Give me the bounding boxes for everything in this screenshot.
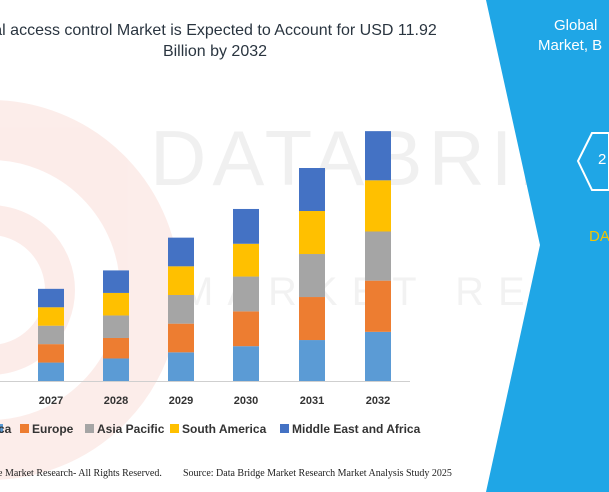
bar-2028-2 — [103, 315, 129, 338]
side-panel-line1: Global — [554, 17, 598, 34]
legend-label-0: ca — [0, 422, 12, 436]
bar-2030-3 — [233, 243, 259, 277]
x-tick-2031: 2031 — [300, 395, 324, 407]
bar-2030-0 — [233, 346, 259, 381]
bar-2031-3 — [299, 211, 325, 255]
bar-2029-0 — [168, 352, 194, 381]
legend-swatch-2 — [85, 424, 94, 433]
bar-2029-3 — [168, 266, 194, 295]
bar-2031-2 — [299, 254, 325, 298]
side-panel — [486, 0, 609, 492]
legend-swatch-4 — [280, 424, 289, 433]
x-tick-2027: 2027 — [39, 395, 63, 407]
bar-2030-2 — [233, 276, 259, 312]
x-tick-2032: 2032 — [366, 395, 390, 407]
bar-2028-1 — [103, 337, 129, 359]
bar-2032-3 — [365, 180, 391, 232]
x-tick-2028: 2028 — [104, 395, 128, 407]
legend-swatch-0 — [0, 424, 3, 433]
bar-2027-0 — [38, 362, 64, 381]
bar-2032-0 — [365, 331, 391, 381]
bar-2028-4 — [103, 270, 129, 293]
plot-area — [0, 131, 410, 382]
bar-2028-0 — [103, 358, 129, 381]
x-axis: 2027 2028 2029 2030 2031 2032 — [39, 395, 390, 407]
bar-2027-2 — [38, 325, 64, 345]
chart-title: al access control Market is Expected to … — [0, 20, 470, 62]
side-panel-brand: DA — [589, 228, 609, 245]
bar-2027-1 — [38, 344, 64, 363]
legend-label-2: Asia Pacific — [97, 422, 165, 436]
chart-title-line2: Billion by 2032 — [162, 43, 268, 60]
bar-2030-4 — [233, 208, 259, 244]
x-tick-2030: 2030 — [234, 395, 258, 407]
bar-2028-3 — [103, 292, 129, 316]
legend-label-3: South America — [182, 422, 267, 436]
badge-hexagon — [576, 132, 609, 191]
bar-2029-4 — [168, 237, 194, 267]
bar-2027-4 — [38, 288, 64, 308]
footer-source: Source: Data Bridge Market Research Mark… — [183, 468, 452, 479]
bar-2031-0 — [299, 340, 325, 381]
legend-label-4: Middle East and Africa — [292, 422, 421, 436]
side-panel-heading: Global Market, B — [538, 16, 602, 56]
legend-swatch-1 — [20, 424, 29, 433]
side-panel-line2: Market, B — [538, 37, 603, 54]
bar-2029-1 — [168, 323, 194, 353]
bar-2032-4 — [365, 131, 391, 181]
bar-2031-1 — [299, 297, 325, 341]
chart-title-line1: al access control Market is Expected to … — [0, 22, 437, 39]
side-panel-badge-text: 2 — [598, 151, 607, 168]
bar-2032-2 — [365, 231, 391, 281]
bar-2031-4 — [299, 168, 325, 212]
x-tick-2029: 2029 — [169, 395, 193, 407]
legend-swatch-3 — [170, 424, 179, 433]
legend-label-1: Europe — [32, 422, 74, 436]
legend: ca Europe Asia Pacific South America Middle … — [0, 422, 421, 436]
bar-2027-3 — [38, 307, 64, 326]
bar-2032-1 — [365, 280, 391, 332]
bar-2029-2 — [168, 294, 194, 324]
footer-rights: e Market Research- All Rights Reserved. — [0, 468, 162, 479]
bar-2030-1 — [233, 311, 259, 347]
side-panel-fill — [486, 0, 609, 492]
